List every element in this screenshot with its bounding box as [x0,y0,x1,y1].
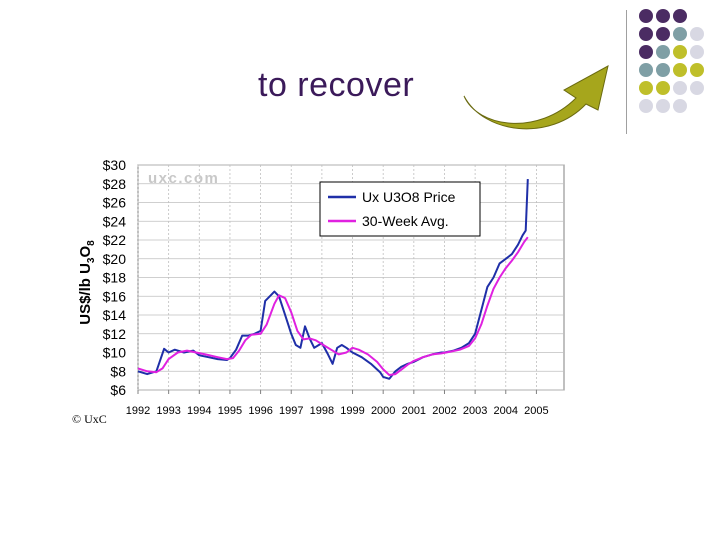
uranium-price-chart: $6 $8 $10 $12 $14 $16 $18 $20 $22 $24 $26 $28 $30 199… [77,157,565,417]
y-axis-label: US$/lb U3O8 [77,240,97,325]
x-tick-label: 2000 [371,405,395,417]
decoration-dot [673,45,687,59]
decoration-dot [639,99,653,113]
x-tick-label: 1993 [156,405,180,417]
x-tick-label: 1994 [187,405,211,417]
x-tick-label: 2001 [402,405,426,417]
legend-label: Ux U3O8 Price [362,189,456,205]
y-tick-label: $18 [103,270,127,286]
decoration-dot [639,27,653,41]
y-tick-label: $26 [103,195,127,211]
y-tick-label: $8 [110,363,126,379]
dot-grid-decoration [639,9,704,113]
x-tick-label: 2005 [524,405,548,417]
y-tick-label: $12 [103,326,127,342]
decoration-dot [656,99,670,113]
decoration-dot [639,63,653,77]
chart-watermark: uxc.com [148,170,219,187]
decoration-dot [690,45,704,59]
decoration-dot [656,9,670,23]
decoration-dot [639,81,653,95]
decoration-dot [639,45,653,59]
decoration-dot [690,81,704,95]
x-tick-label: 2002 [432,405,456,417]
copyright-text: © UxC [72,412,107,426]
decoration-dot [673,9,687,23]
curved-arrow-icon [463,65,609,130]
decoration-dot [656,81,670,95]
x-tick-label: 1996 [248,405,272,417]
y-tick-label: $30 [103,157,127,173]
x-tick-label: 2003 [463,405,487,417]
decoration-dot [673,27,687,41]
y-tick-label: $20 [103,251,127,267]
decoration-dot [639,9,653,23]
x-tick-label: 1998 [310,405,334,417]
chart-legend [319,181,481,237]
x-tick-label: 1992 [126,405,150,417]
y-tick-label: $22 [103,232,127,248]
x-tick-label: 2004 [494,405,518,417]
decoration-dot [690,63,704,77]
y-tick-label: $14 [103,307,127,323]
y-tick-label: $28 [103,176,127,192]
y-tick-label: $16 [103,288,127,304]
slide-title: to recover [258,66,415,104]
decoration-dot [690,27,704,41]
divider-line [626,10,627,134]
series-line [137,179,529,380]
decoration-dot [673,99,687,113]
decoration-dot [656,27,670,41]
chart-container: $6 $8 $10 $12 $14 $16 $18 $20 $22 $24 $26 $28 $30 199… [70,150,570,425]
decoration-dot [656,45,670,59]
decoration-dot [673,63,687,77]
legend-label: 30-Week Avg. [362,213,449,229]
decoration-dot [673,81,687,95]
series-line [137,236,529,376]
y-tick-label: $6 [110,382,126,398]
x-tick-label: 1995 [218,405,242,417]
x-tick-label: 1999 [340,405,364,417]
decoration-dot [656,63,670,77]
y-tick-label: $24 [103,213,127,229]
y-tick-label: $10 [103,345,127,361]
x-tick-label: 1997 [279,405,303,417]
